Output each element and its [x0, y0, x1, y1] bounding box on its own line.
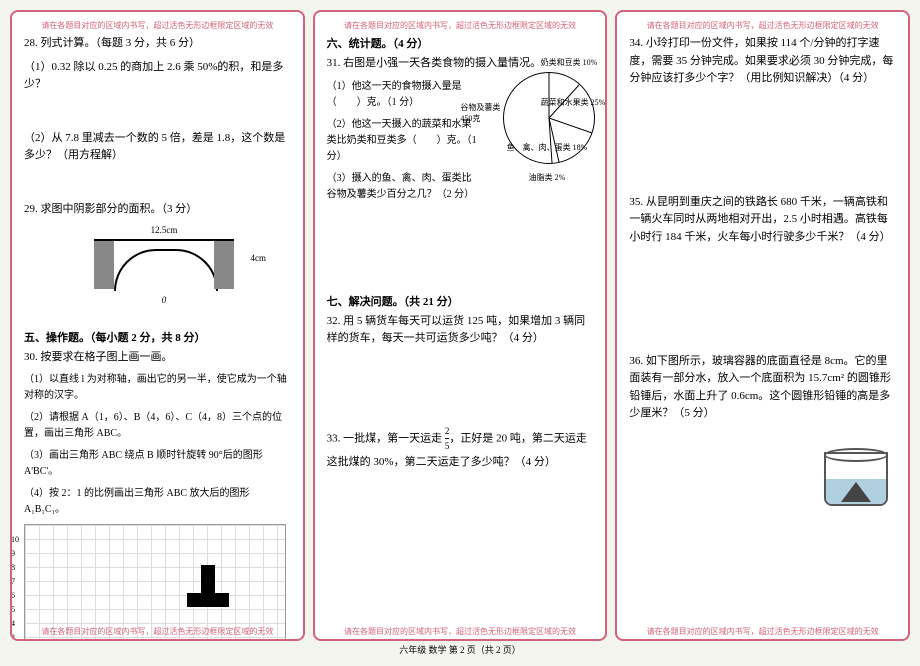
- q32: 32. 用 5 辆货车每天可以运货 125 吨，如果增加 3 辆同样的货车，每天…: [327, 313, 594, 348]
- dim-height: 4cm: [251, 253, 267, 263]
- dim-width: 12.5cm: [84, 225, 244, 235]
- q35: 35. 从昆明到重庆之间的铁路长 680 千米，一辆高铁和一辆火车同时从两地相对…: [629, 194, 896, 247]
- footer: 请在各题目对应的区域内书写，超过活色无形边框限定区域的无效: [12, 626, 303, 637]
- q30-p2: （2）请根据 A（1，6）、B（4，6）、C（4，8）三个点的位置，画出三角形 …: [24, 410, 291, 442]
- grid-figure: 123456789101112131415161718 12345678910 …: [24, 524, 286, 641]
- shape-l2: [187, 593, 229, 607]
- q31-p2: （2）他这一天摄入的蔬菜和水果类比奶类和豆类多（ ）克。（1 分）: [327, 117, 477, 165]
- q31-p1: （1）他这一天的食物摄入量是（ ）克。（1 分）: [327, 79, 477, 111]
- column-2: 请在各题目对应的区域内书写，超过活色无形边框限定区域的无效 六、统计题。（4 分…: [313, 10, 608, 641]
- pie-lbl-milk: 奶类和豆类 10%: [541, 57, 598, 68]
- pie-lbl-grain: 谷物及薯类 450克: [460, 102, 500, 124]
- q28-p1: （1）0.32 除以 0.25 的商加上 2.6 乘 50%的积，和是多少？: [24, 59, 291, 94]
- q33: 33. 一批煤，第一天运走 25，正好是 20 吨，第二天运走这批煤的 30%，…: [327, 424, 594, 471]
- section-6: 六、统计题。（4 分）: [327, 35, 594, 51]
- origin-o: 0: [84, 295, 244, 305]
- arch-figure: [94, 239, 234, 291]
- tank-figure: [824, 452, 888, 506]
- column-1: 请在各题目对应的区域内书写，超过活色无形边框限定区域的无效 28. 列式计算。（…: [10, 10, 305, 641]
- q30-p3: （3）画出三角形 ABC 绕点 B 顺时针旋转 90°后的图形 A'BC'。: [24, 448, 291, 480]
- y-axis-labels: 12345678910: [11, 525, 19, 641]
- q30-title: 30. 按要求在格子图上画一画。: [24, 349, 291, 367]
- q30-p1: （1）以直线 l 为对称轴，画出它的另一半，使它成为一个轴对称的汉字。: [24, 372, 291, 404]
- pie-lbl-fat: 油脂类 2%: [529, 172, 566, 183]
- exam-page: 请在各题目对应的区域内书写，超过活色无形边框限定区域的无效 28. 列式计算。（…: [10, 10, 910, 641]
- header: 请在各题目对应的区域内书写，超过活色无形边框限定区域的无效: [24, 20, 291, 31]
- section-7: 七、解决问题。（共 21 分）: [327, 293, 594, 309]
- header: 请在各题目对应的区域内书写，超过活色无形边框限定区域的无效: [327, 20, 594, 31]
- q30-p4: （4）按 2：1 的比例画出三角形 ABC 放大后的图形 A₁B₁C₁。: [24, 486, 291, 518]
- q36: 36. 如下图所示，玻璃容器的底面直径是 8cm。它的里面装有一部分水，放入一个…: [629, 353, 896, 423]
- q29-title: 29. 求图中阴影部分的面积。（3 分）: [24, 201, 291, 219]
- section-5: 五、操作题。（每小题 2 分，共 8 分）: [24, 329, 291, 345]
- footer: 请在各题目对应的区域内书写，超过活色无形边框限定区域的无效: [315, 626, 606, 637]
- cone: [841, 482, 871, 502]
- column-3: 请在各题目对应的区域内书写，超过活色无形边框限定区域的无效 34. 小玲打印一份…: [615, 10, 910, 641]
- q28-title: 28. 列式计算。（每题 3 分，共 6 分）: [24, 35, 291, 53]
- header: 请在各题目对应的区域内书写，超过活色无形边框限定区域的无效: [629, 20, 896, 31]
- q28-p2: （2）从 7.8 里减去一个数的 5 倍，差是 1.8，这个数是多少？（用方程解…: [24, 130, 291, 165]
- page-number: 六年级 数学 第 2 页（共 2 页）: [10, 643, 910, 656]
- q34: 34. 小玲打印一份文件，如果按 114 个/分钟的打字速度，需要 35 分钟完…: [629, 35, 896, 88]
- footer: 请在各题目对应的区域内书写，超过活色无形边框限定区域的无效: [617, 626, 908, 637]
- pie-lbl-veg: 蔬菜和水果类 25%: [541, 97, 606, 108]
- q31-p3: （3）摄入的鱼、禽、肉、蛋类比谷物及薯类少百分之几？（2 分）: [327, 171, 477, 203]
- pie-lbl-meat: 鱼、禽、肉、蛋类 18%: [507, 142, 588, 153]
